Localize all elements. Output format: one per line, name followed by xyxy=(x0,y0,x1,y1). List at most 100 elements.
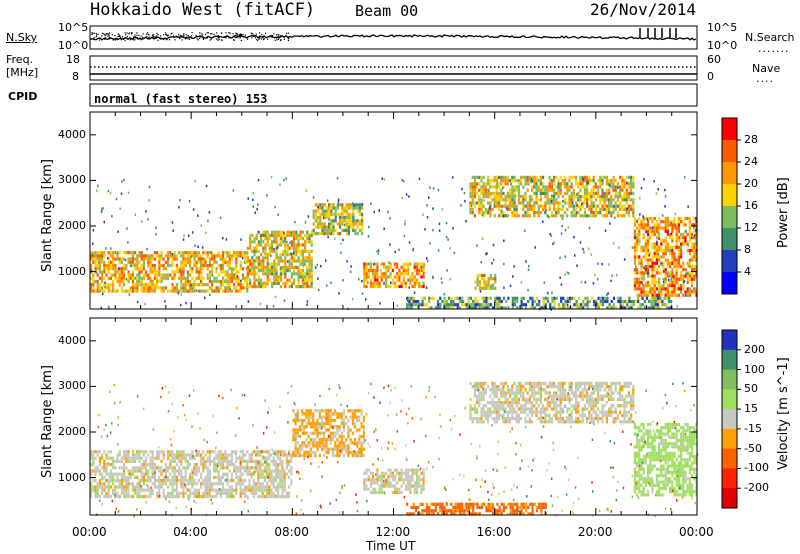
data-cell xyxy=(526,175,529,179)
data-cell xyxy=(222,459,225,463)
data-cell xyxy=(224,450,227,454)
data-cell xyxy=(151,482,154,486)
data-cell xyxy=(520,175,523,179)
data-cell xyxy=(160,469,163,473)
data-cell xyxy=(180,456,183,460)
data-cell xyxy=(306,233,309,237)
data-cell xyxy=(208,456,211,460)
data-cell xyxy=(92,286,95,290)
data-cell xyxy=(312,450,315,454)
data-cell xyxy=(270,482,273,486)
data-cell xyxy=(149,456,152,460)
data-cell xyxy=(120,479,123,483)
data-cell xyxy=(295,265,298,269)
data-cell xyxy=(222,488,225,492)
data-cell xyxy=(297,243,300,247)
data-cell xyxy=(107,251,110,255)
data-cell xyxy=(237,279,240,284)
data-cell xyxy=(173,475,176,479)
data-cell xyxy=(206,475,209,479)
data-cell xyxy=(260,281,263,285)
data-cell xyxy=(638,277,641,281)
data-cell xyxy=(320,441,324,445)
scatter-cell xyxy=(236,275,239,278)
data-cell xyxy=(621,188,624,192)
scatter-cell xyxy=(486,252,488,255)
data-cell xyxy=(197,469,200,473)
data-cell xyxy=(257,281,260,285)
data-cell xyxy=(224,279,227,284)
data-cell xyxy=(483,299,486,304)
data-cell xyxy=(491,191,494,195)
data-cell xyxy=(127,251,130,255)
data-cell xyxy=(257,482,260,486)
data-cell xyxy=(244,260,247,264)
data-cell xyxy=(325,206,328,210)
data-cell xyxy=(171,456,174,460)
data-cell xyxy=(275,237,278,241)
data-cell xyxy=(577,296,580,300)
data-cell xyxy=(604,299,607,304)
data-cell xyxy=(257,472,260,476)
data-cell xyxy=(601,198,604,202)
data-cell xyxy=(671,277,674,281)
data-cell xyxy=(389,265,392,269)
data-cell xyxy=(288,259,291,263)
scatter-cell xyxy=(661,263,664,267)
data-cell xyxy=(533,191,536,195)
data-cell xyxy=(404,262,408,266)
data-cell xyxy=(134,466,137,470)
freq-panel-frame xyxy=(89,55,698,81)
scatter-cell xyxy=(208,211,211,214)
data-cell xyxy=(616,191,619,195)
data-cell xyxy=(160,289,163,293)
data-cell xyxy=(239,466,242,470)
data-cell xyxy=(246,466,249,470)
data-cell xyxy=(517,191,520,195)
data-cell xyxy=(408,306,411,310)
data-cell xyxy=(667,299,671,304)
scatter-cell xyxy=(607,292,609,295)
data-cell xyxy=(134,289,137,293)
data-cell xyxy=(257,485,260,489)
data-cell xyxy=(297,259,300,263)
data-cell xyxy=(582,303,585,307)
data-cell xyxy=(627,214,630,218)
data-cell xyxy=(257,262,260,266)
noise-dot xyxy=(229,36,231,38)
data-cell xyxy=(182,479,185,483)
data-cell xyxy=(290,479,293,483)
scatter-cell xyxy=(116,252,119,256)
data-cell xyxy=(208,482,211,486)
scatter-cell xyxy=(210,251,212,254)
data-cell xyxy=(235,482,238,486)
noise-dot xyxy=(97,33,99,35)
data-cell xyxy=(666,264,669,269)
data-cell xyxy=(564,198,567,202)
data-cell xyxy=(195,469,198,473)
data-cell xyxy=(233,495,236,499)
data-cell xyxy=(658,245,661,249)
data-cell xyxy=(526,204,529,208)
data-cell xyxy=(546,195,549,199)
data-cell xyxy=(385,268,388,273)
data-cell xyxy=(109,456,112,460)
data-cell xyxy=(502,211,505,215)
data-cell xyxy=(572,191,575,195)
data-cell xyxy=(252,495,255,499)
data-cell xyxy=(601,214,604,218)
data-cell xyxy=(653,252,656,256)
data-cell xyxy=(393,284,397,289)
data-cell xyxy=(251,265,254,269)
data-cell xyxy=(314,425,317,429)
data-cell xyxy=(682,274,685,278)
data-cell xyxy=(301,256,304,260)
data-cell xyxy=(226,472,229,476)
data-cell xyxy=(400,468,403,472)
data-cell xyxy=(283,469,286,473)
data-cell xyxy=(98,283,101,287)
data-cell xyxy=(250,456,253,460)
data-cell xyxy=(116,485,119,489)
data-cell xyxy=(640,274,643,278)
data-cell xyxy=(90,453,93,457)
